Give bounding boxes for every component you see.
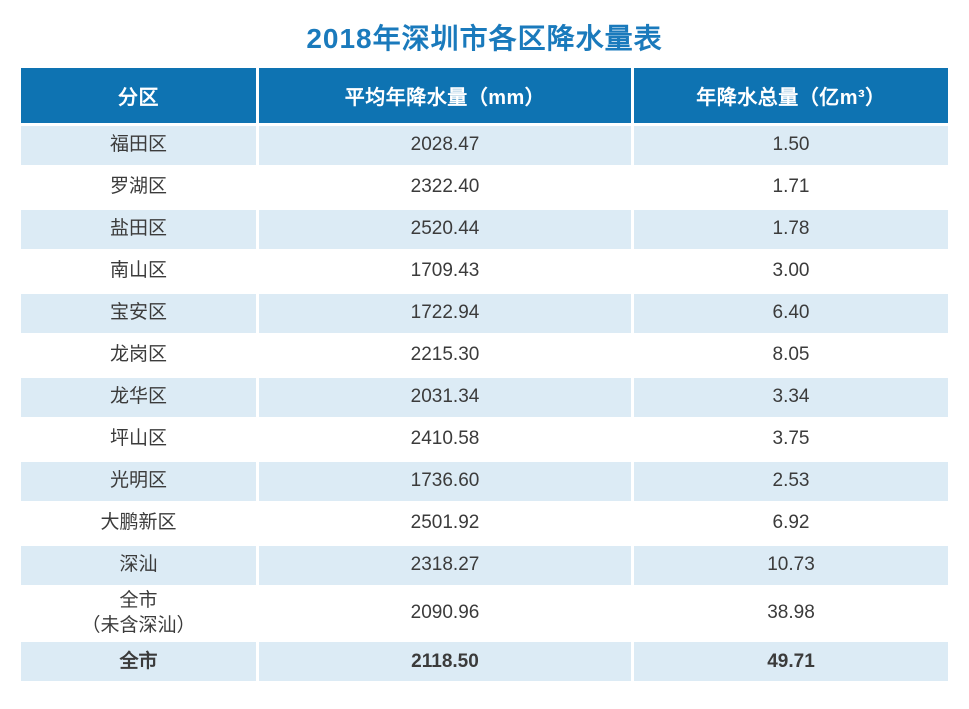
header-avg-annual-rainfall: 平均年降水量（mm） bbox=[259, 68, 631, 123]
total-rainfall-cell: 10.73 bbox=[634, 546, 948, 585]
table-row: 龙华区 2031.34 3.34 bbox=[21, 378, 948, 417]
district-cell: 全市 （未含深汕） bbox=[21, 588, 256, 640]
avg-rainfall-cell: 2118.50 bbox=[259, 642, 631, 682]
district-cell: 南山区 bbox=[21, 252, 256, 291]
district-cell: 坪山区 bbox=[21, 420, 256, 459]
district-cell: 福田区 bbox=[21, 126, 256, 165]
avg-rainfall-cell: 2028.47 bbox=[259, 126, 631, 165]
table-row: 龙岗区 2215.30 8.05 bbox=[21, 336, 948, 375]
table-row: 盐田区 2520.44 1.78 bbox=[21, 210, 948, 249]
avg-rainfall-cell: 2031.34 bbox=[259, 378, 631, 417]
district-cell: 全市 bbox=[21, 642, 256, 682]
avg-rainfall-cell: 2318.27 bbox=[259, 546, 631, 585]
avg-rainfall-cell: 1722.94 bbox=[259, 294, 631, 333]
header-total-annual-rainfall: 年降水总量（亿m³） bbox=[634, 68, 948, 123]
table-row: 深汕 2318.27 10.73 bbox=[21, 546, 948, 585]
district-cell: 宝安区 bbox=[21, 294, 256, 333]
table-row: 宝安区 1722.94 6.40 bbox=[21, 294, 948, 333]
avg-rainfall-cell: 2520.44 bbox=[259, 210, 631, 249]
total-rainfall-cell: 49.71 bbox=[634, 642, 948, 682]
district-cell: 深汕 bbox=[21, 546, 256, 585]
table-row: 全市 2118.50 49.71 bbox=[21, 642, 948, 682]
total-rainfall-cell: 6.40 bbox=[634, 294, 948, 333]
total-rainfall-cell: 6.92 bbox=[634, 504, 948, 543]
table-row: 南山区 1709.43 3.00 bbox=[21, 252, 948, 291]
district-cell: 光明区 bbox=[21, 462, 256, 501]
table-row: 光明区 1736.60 2.53 bbox=[21, 462, 948, 501]
total-rainfall-cell: 3.34 bbox=[634, 378, 948, 417]
total-rainfall-cell: 8.05 bbox=[634, 336, 948, 375]
total-rainfall-cell: 3.75 bbox=[634, 420, 948, 459]
avg-rainfall-cell: 1736.60 bbox=[259, 462, 631, 501]
page-title: 2018年深圳市各区降水量表 bbox=[306, 23, 663, 54]
avg-rainfall-cell: 1709.43 bbox=[259, 252, 631, 291]
total-rainfall-cell: 1.50 bbox=[634, 126, 948, 165]
avg-rainfall-cell: 2410.58 bbox=[259, 420, 631, 459]
total-rainfall-cell: 38.98 bbox=[634, 588, 948, 640]
district-cell: 盐田区 bbox=[21, 210, 256, 249]
header-district: 分区 bbox=[21, 68, 256, 123]
total-rainfall-cell: 3.00 bbox=[634, 252, 948, 291]
table-body: 福田区 2028.47 1.50 罗湖区 2322.40 1.71 盐田区 25… bbox=[21, 126, 948, 682]
district-cell: 龙岗区 bbox=[21, 336, 256, 375]
rainfall-table: 分区 平均年降水量（mm） 年降水总量（亿m³） 福田区 2028.47 1.5… bbox=[18, 65, 951, 684]
avg-rainfall-cell: 2090.96 bbox=[259, 588, 631, 640]
total-rainfall-cell: 2.53 bbox=[634, 462, 948, 501]
table-row: 全市 （未含深汕） 2090.96 38.98 bbox=[21, 588, 948, 640]
district-cell: 龙华区 bbox=[21, 378, 256, 417]
table-row: 福田区 2028.47 1.50 bbox=[21, 126, 948, 165]
table-row: 大鹏新区 2501.92 6.92 bbox=[21, 504, 948, 543]
district-cell: 罗湖区 bbox=[21, 168, 256, 207]
total-rainfall-cell: 1.78 bbox=[634, 210, 948, 249]
district-cell: 大鹏新区 bbox=[21, 504, 256, 543]
table-header-row: 分区 平均年降水量（mm） 年降水总量（亿m³） bbox=[21, 68, 948, 123]
table-row: 罗湖区 2322.40 1.71 bbox=[21, 168, 948, 207]
avg-rainfall-cell: 2322.40 bbox=[259, 168, 631, 207]
total-rainfall-cell: 1.71 bbox=[634, 168, 948, 207]
avg-rainfall-cell: 2501.92 bbox=[259, 504, 631, 543]
table-row: 坪山区 2410.58 3.75 bbox=[21, 420, 948, 459]
avg-rainfall-cell: 2215.30 bbox=[259, 336, 631, 375]
